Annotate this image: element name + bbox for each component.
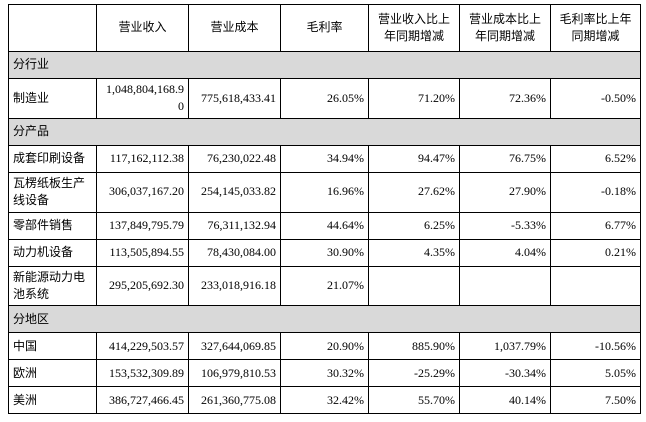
financial-breakdown-table: 营业收入 营业成本 毛利率 营业收入比上年同期增减 营业成本比上年同期增减 毛利率比上年同… bbox=[8, 4, 641, 415]
value-cell: 1,037.79% bbox=[459, 332, 551, 361]
value-cell: 233,018,916.18 bbox=[188, 265, 281, 307]
value-cell: 72.36% bbox=[459, 78, 551, 119]
value-cell: 261,360,775.08 bbox=[188, 386, 281, 415]
section-label: 分地区 bbox=[8, 305, 641, 334]
value-cell: -30.34% bbox=[459, 359, 551, 388]
value-cell: 71.20% bbox=[368, 78, 460, 119]
value-cell: 254,145,033.82 bbox=[188, 171, 281, 213]
value-cell: 78,430,084.00 bbox=[188, 238, 281, 267]
value-cell bbox=[368, 265, 460, 307]
column-header: 营业收入比上年同期增减 bbox=[368, 4, 460, 52]
value-cell: 0.21% bbox=[550, 238, 641, 267]
value-cell: 295,205,692.30 bbox=[96, 265, 189, 307]
value-cell: 1,048,804,168.90 bbox=[96, 78, 189, 119]
table-row: 制造业 1,048,804,168.90 775,618,433.41 26.05% 7… bbox=[8, 78, 641, 119]
table-header: 营业收入 营业成本 毛利率 营业收入比上年同期增减 营业成本比上年同期增减 毛利率比上年同… bbox=[8, 4, 641, 52]
value-cell: 106,979,810.53 bbox=[188, 359, 281, 388]
section-row: 分行业 bbox=[8, 51, 641, 79]
column-header: 毛利率 bbox=[280, 4, 369, 52]
value-cell: 94.47% bbox=[368, 144, 460, 173]
value-cell: 44.64% bbox=[280, 211, 369, 240]
value-cell: 55.70% bbox=[368, 386, 460, 415]
value-cell: 5.05% bbox=[550, 359, 641, 388]
value-cell: 20.90% bbox=[280, 332, 369, 361]
value-cell: 21.07% bbox=[280, 265, 369, 307]
header-row: 营业收入 营业成本 毛利率 营业收入比上年同期增减 营业成本比上年同期增减 毛利率比上年同… bbox=[8, 4, 641, 52]
value-cell bbox=[550, 265, 641, 307]
value-cell: -10.56% bbox=[550, 332, 641, 361]
value-cell: 306,037,167.20 bbox=[96, 171, 189, 213]
value-cell bbox=[459, 265, 551, 307]
value-cell: 775,618,433.41 bbox=[188, 78, 281, 119]
row-label: 欧洲 bbox=[8, 359, 97, 388]
table-row: 成套印刷设备 117,162,112.38 76,230,022.48 34.94% 9… bbox=[8, 144, 641, 173]
row-label: 美洲 bbox=[8, 386, 97, 415]
row-label: 新能源动力电池系统 bbox=[8, 265, 97, 307]
column-header: 营业成本比上年同期增减 bbox=[459, 4, 551, 52]
value-cell: 6.52% bbox=[550, 144, 641, 173]
row-label: 零部件销售 bbox=[8, 211, 97, 240]
section-row: 分产品 bbox=[8, 117, 641, 146]
value-cell: 34.94% bbox=[280, 144, 369, 173]
table-row: 欧洲 153,532,309.89 106,979,810.53 30.32% -25.… bbox=[8, 359, 641, 388]
table-row: 中国 414,229,503.57 327,644,069.85 20.90% 885.… bbox=[8, 332, 641, 361]
value-cell: -0.18% bbox=[550, 171, 641, 213]
row-label: 动力机设备 bbox=[8, 238, 97, 267]
value-cell: 4.35% bbox=[368, 238, 460, 267]
column-header: 毛利率比上年同期增减 bbox=[550, 4, 641, 52]
value-cell: 27.62% bbox=[368, 171, 460, 213]
value-cell: 76.75% bbox=[459, 144, 551, 173]
value-cell: 40.14% bbox=[459, 386, 551, 415]
section-label: 分产品 bbox=[8, 117, 641, 146]
value-cell: 6.25% bbox=[368, 211, 460, 240]
value-cell: 30.90% bbox=[280, 238, 369, 267]
row-label: 中国 bbox=[8, 332, 97, 361]
value-cell: 4.04% bbox=[459, 238, 551, 267]
value-cell: 27.90% bbox=[459, 171, 551, 213]
table-row: 瓦楞纸板生产线设备 306,037,167.20 254,145,033.82 16.… bbox=[8, 171, 641, 213]
row-label: 制造业 bbox=[8, 78, 97, 119]
column-header: 营业成本 bbox=[188, 4, 281, 52]
column-header: 营业收入 bbox=[96, 4, 189, 52]
value-cell: 6.77% bbox=[550, 211, 641, 240]
table-row: 零部件销售 137,849,795.79 76,311,132.94 44.64% 6.… bbox=[8, 211, 641, 240]
row-label: 成套印刷设备 bbox=[8, 144, 97, 173]
value-cell: -25.29% bbox=[368, 359, 460, 388]
table-row: 美洲 386,727,466.45 261,360,775.08 32.42% 55.7… bbox=[8, 386, 641, 415]
table-body: 分行业 制造业 1,048,804,168.90 775,618,433.41 26.0… bbox=[8, 51, 641, 415]
value-cell: 386,727,466.45 bbox=[96, 386, 189, 415]
value-cell: 7.50% bbox=[550, 386, 641, 415]
value-cell: 16.96% bbox=[280, 171, 369, 213]
section-label: 分行业 bbox=[8, 51, 641, 79]
value-cell: 26.05% bbox=[280, 78, 369, 119]
value-cell: 76,311,132.94 bbox=[188, 211, 281, 240]
value-cell: 327,644,069.85 bbox=[188, 332, 281, 361]
row-label: 瓦楞纸板生产线设备 bbox=[8, 171, 97, 213]
row-label-column-header bbox=[8, 4, 97, 52]
value-cell: 117,162,112.38 bbox=[96, 144, 189, 173]
value-cell: 885.90% bbox=[368, 332, 460, 361]
value-cell: 32.42% bbox=[280, 386, 369, 415]
value-cell: 153,532,309.89 bbox=[96, 359, 189, 388]
value-cell: 76,230,022.48 bbox=[188, 144, 281, 173]
table-row: 动力机设备 113,505,894.55 78,430,084.00 30.90% 4.… bbox=[8, 238, 641, 267]
value-cell: -5.33% bbox=[459, 211, 551, 240]
value-cell: 30.32% bbox=[280, 359, 369, 388]
table-row: 新能源动力电池系统 295,205,692.30 233,018,916.18 21.… bbox=[8, 265, 641, 307]
value-cell: 137,849,795.79 bbox=[96, 211, 189, 240]
value-cell: -0.50% bbox=[550, 78, 641, 119]
value-cell: 113,505,894.55 bbox=[96, 238, 189, 267]
value-cell: 414,229,503.57 bbox=[96, 332, 189, 361]
section-row: 分地区 bbox=[8, 305, 641, 334]
